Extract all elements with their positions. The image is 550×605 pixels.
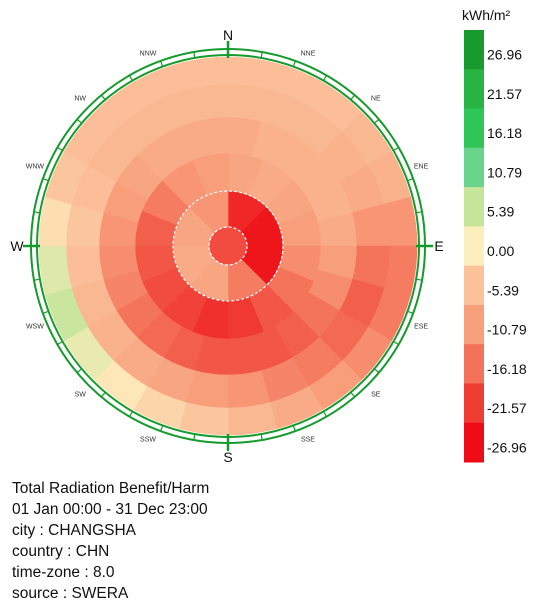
compass-label-SW: SW [75, 391, 87, 398]
chart-info: Total Radiation Benefit/Harm 01 Jan 00:0… [12, 478, 209, 604]
compass-tick [260, 51, 263, 59]
legend-tick-2: 16.18 [487, 125, 522, 141]
compass-tick [373, 368, 380, 374]
compass-tick [393, 146, 399, 152]
compass-tick [76, 368, 83, 374]
legend-tick-10: -26.96 [487, 439, 527, 455]
color-legend: kWh/m² 26.96 21.57 16.18 10.79 5.39 0.00 -5.39 -… [462, 7, 527, 463]
legend-tick-3: 10.79 [487, 164, 522, 180]
legend-swatch-10 [464, 422, 484, 463]
legend-swatch-1 [464, 69, 484, 110]
compass-label-NW: NW [74, 96, 86, 103]
legend-tick-8: -16.18 [487, 361, 527, 377]
compass-label-WNW: WNW [26, 164, 45, 171]
compass-label-W: W [10, 238, 24, 254]
compass-tick [407, 178, 414, 182]
cell-center [209, 227, 247, 265]
compass-label-SE: SE [371, 391, 381, 398]
compass-tick [415, 211, 423, 214]
sky-cells [38, 56, 418, 436]
compass-label-NE: NE [371, 96, 381, 103]
compass-label-WSW: WSW [26, 323, 44, 330]
compass-tick [100, 94, 106, 101]
compass-label-N: N [223, 27, 233, 43]
legend-tick-6: -5.39 [487, 282, 519, 298]
compass-label-SSW: SSW [140, 437, 156, 444]
compass-label-S: S [223, 449, 232, 465]
compass-label-NNE: NNE [301, 50, 316, 57]
legend-swatch-6 [464, 265, 484, 306]
compass-tick [128, 411, 134, 417]
compass-tick [350, 94, 356, 101]
compass-tick [100, 391, 106, 398]
compass-tick [260, 433, 263, 441]
compass-tick [322, 411, 328, 417]
compass-tick [57, 146, 63, 152]
legend-tick-5: 0.00 [487, 243, 514, 259]
legend-swatch-9 [464, 383, 484, 424]
legend-tick-9: -21.57 [487, 400, 527, 416]
legend-tick-1: 21.57 [487, 86, 522, 102]
legend-swatch-3 [464, 147, 484, 188]
compass-tick [373, 118, 380, 124]
compass-tick [350, 391, 356, 398]
chart-source: source : SWERA [12, 585, 129, 602]
compass-tick [33, 278, 41, 281]
compass-label-E: E [434, 238, 443, 254]
compass-tick [33, 211, 41, 214]
chart-timezone: time-zone : 8.0 [12, 564, 115, 581]
compass-tick [193, 433, 196, 441]
compass-tick [42, 310, 49, 314]
legend-swatch-7 [464, 304, 484, 345]
dash-ring-0 [208, 226, 248, 266]
compass-tick [415, 278, 423, 281]
compass-tick [76, 118, 83, 124]
compass-tick [128, 75, 134, 81]
compass-label-SSE: SSE [301, 437, 315, 444]
compass-tick [292, 60, 296, 67]
compass-tick [42, 178, 49, 182]
compass-label-NNW: NNW [140, 50, 157, 57]
legend-swatch-4 [464, 187, 484, 227]
chart-period: 01 Jan 00:00 - 31 Dec 23:00 [12, 501, 208, 518]
chart-country: country : CHN [12, 543, 110, 560]
compass-tick [393, 340, 399, 346]
compass-tick [57, 340, 63, 346]
compass-tick [160, 60, 164, 67]
legend-unit: kWh/m² [462, 7, 511, 23]
compass-tick [193, 51, 196, 59]
dash-ring-1 [172, 190, 284, 302]
legend-tick-0: 26.96 [487, 47, 522, 63]
legend-swatch-8 [464, 344, 484, 384]
compass-tick [322, 75, 328, 81]
chart-city: city : CHANGSHA [12, 522, 137, 539]
legend-tick-4: 5.39 [487, 204, 514, 220]
legend-swatch-0 [464, 30, 484, 70]
legend-swatch-5 [464, 226, 484, 267]
legend-tick-7: -10.79 [487, 322, 527, 338]
compass-label-ESE: ESE [414, 323, 428, 330]
chart-title: Total Radiation Benefit/Harm [12, 480, 210, 497]
compass-label-ENE: ENE [414, 164, 429, 171]
compass-tick [407, 310, 414, 314]
compass-tick [292, 425, 296, 432]
legend-swatch-2 [464, 108, 484, 149]
compass-tick [160, 425, 164, 432]
